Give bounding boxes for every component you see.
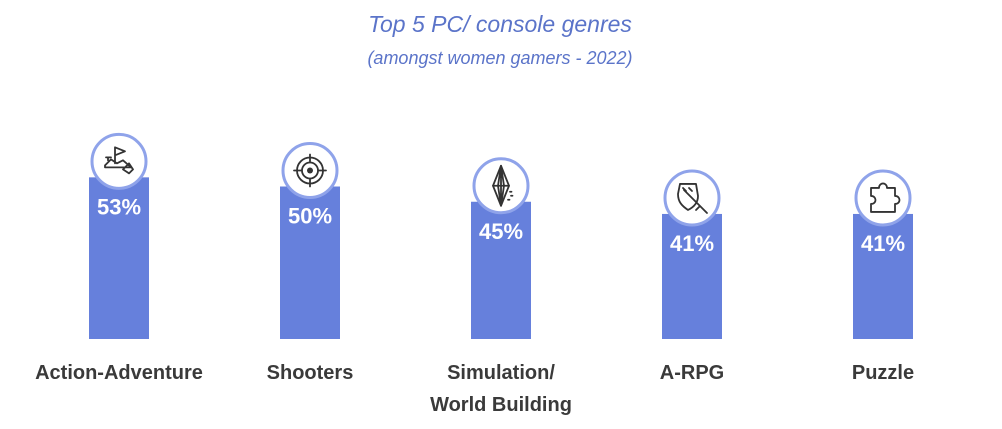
bar-value-label: 41%: [670, 231, 714, 256]
category-label: Simulation/World Building: [430, 362, 572, 416]
bar-value-label: 53%: [97, 194, 141, 219]
bar: [662, 213, 722, 339]
category-label: Puzzle: [852, 362, 914, 384]
crosshair-target-icon: [281, 142, 339, 199]
bar: [853, 213, 913, 339]
category-label: A-RPG: [660, 362, 724, 384]
bar-value-label: 45%: [479, 219, 523, 244]
bar-value-label: 41%: [861, 231, 905, 256]
shield-sword-icon: [663, 169, 721, 227]
bars-group: 53% Action-Adventure 50% Shooters 45% Simulat…: [35, 132, 914, 416]
bar-value-label: 50%: [288, 204, 332, 229]
bar: [471, 201, 531, 339]
chart-subtitle: (amongst women gamers - 2022): [367, 48, 632, 68]
bar: [280, 186, 340, 339]
chart-title: Top 5 PC/ console genres: [368, 11, 632, 37]
category-label: Shooters: [267, 362, 354, 384]
flag-landmark-icon: [90, 132, 148, 190]
plumbob-diamond-icon: [472, 157, 530, 215]
category-label: Action-Adventure: [35, 362, 203, 384]
puzzle-piece-icon: [854, 169, 912, 227]
bar: [89, 177, 149, 339]
